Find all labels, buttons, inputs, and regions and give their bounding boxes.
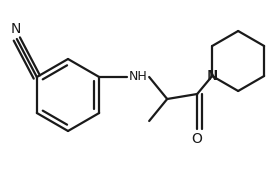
Text: NH: NH <box>129 70 148 84</box>
Text: N: N <box>11 22 21 36</box>
Text: N: N <box>207 69 217 83</box>
Text: N: N <box>208 69 218 83</box>
Text: O: O <box>192 132 203 146</box>
